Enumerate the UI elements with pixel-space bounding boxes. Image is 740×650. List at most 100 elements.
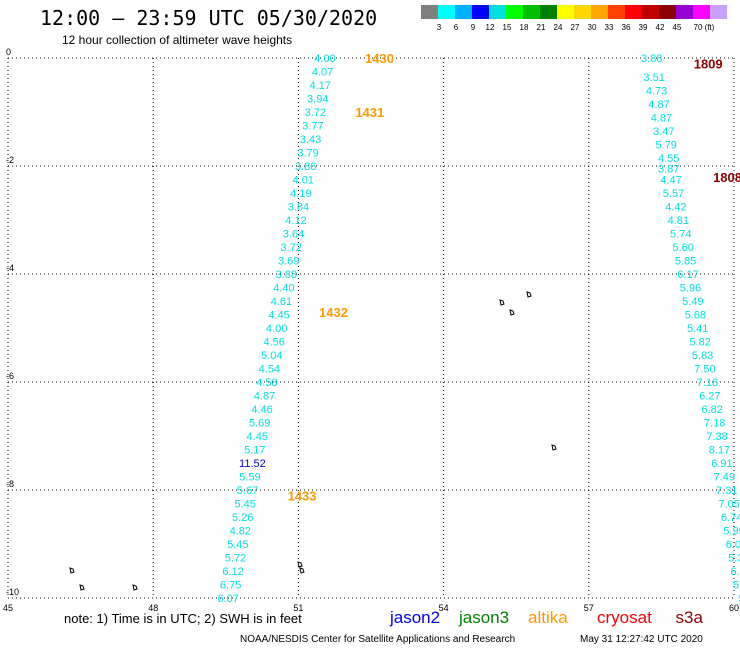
scale-label: 70 (ft) — [693, 23, 715, 32]
scale-label: 39 — [638, 23, 648, 32]
scale-label: 3 — [436, 23, 442, 32]
wave-height-value: 4.87 — [254, 391, 275, 403]
scale-swatch — [489, 5, 506, 19]
scale-label: 33 — [604, 23, 614, 32]
scale-label: 27 — [570, 23, 580, 32]
island-outline — [299, 567, 305, 574]
scale-swatch — [676, 5, 693, 19]
wave-height-value: 5.68 — [685, 310, 706, 322]
wave-height-value: 5.57 — [663, 188, 684, 200]
y-tick-label: 0 — [6, 47, 11, 57]
wave-height-value: 7.16 — [697, 377, 718, 389]
wave-height-value: 3.69 — [278, 256, 299, 268]
scale-swatch — [574, 5, 591, 19]
scale-label: 12 — [485, 23, 495, 32]
scale-swatch — [540, 5, 557, 19]
y-tick-label: -6 — [6, 371, 14, 381]
scale-swatch — [523, 5, 540, 19]
credit-line: NOAA/NESDIS Center for Satellite Applica… — [240, 634, 516, 645]
wave-height-value: 4.56 — [263, 337, 284, 349]
wave-height-value: 5.45 — [227, 539, 248, 551]
wave-height-value: 7.38 — [706, 431, 727, 443]
scale-swatch — [693, 5, 710, 19]
scale-swatch — [710, 5, 727, 19]
wave-height-value: 6.17 — [677, 269, 698, 281]
wave-height-value: 4.01 — [293, 175, 314, 187]
wave-height-value: 3.87 — [658, 164, 679, 176]
x-tick-label: 60 — [729, 603, 739, 613]
wave-height-value: 3.64 — [283, 229, 304, 241]
wave-height-value: 4.73 — [646, 85, 667, 97]
x-tick-label: 45 — [3, 603, 13, 613]
wave-height-value: 4.87 — [648, 99, 669, 111]
scale-swatch — [642, 5, 659, 19]
wave-height-value: 4.12 — [285, 215, 306, 227]
island-outline — [499, 299, 505, 306]
satellite-jason3: jason3 — [459, 608, 510, 627]
wave-height-value: 3.94 — [307, 94, 328, 106]
scale-label: 21 — [536, 23, 546, 32]
wave-height-value: 3.47 — [653, 126, 674, 138]
wave-height-value: 3.84 — [288, 202, 309, 214]
scale-swatch — [438, 5, 455, 19]
scale-label: 9 — [470, 23, 476, 32]
y-tick-label: -10 — [6, 587, 19, 597]
wave-height-value: 6.07 — [218, 593, 239, 605]
wave-height-value: 4.55 — [658, 153, 679, 165]
wave-height-value: 5.82 — [689, 337, 710, 349]
track-time-label: 1808 — [713, 170, 740, 185]
x-tick-label: 48 — [148, 603, 158, 613]
wave-height-value: 11.52 — [239, 458, 266, 470]
wave-height-value: 5.85 — [675, 256, 696, 268]
scale-swatch — [472, 5, 489, 19]
wave-height-value: 4.19 — [290, 188, 311, 200]
scale-label: 18 — [519, 23, 529, 32]
wave-height-value: 4.00 — [314, 53, 335, 65]
island-outline — [79, 584, 85, 591]
wave-height-value: 5.99 — [723, 526, 740, 538]
scale-swatch — [608, 5, 625, 19]
map-title: 12:00 – 23:59 UTC 05/30/2020 — [40, 6, 378, 30]
track-time-label: 1430 — [365, 51, 394, 66]
wave-height-value: 4.61 — [271, 296, 292, 308]
wave-height-value: 5.67 — [237, 485, 258, 497]
wave-height-value: 3.88 — [641, 53, 662, 65]
scale-label: 30 — [587, 23, 597, 32]
wave-height-value: 4.40 — [273, 283, 294, 295]
wave-height-value: 3.79 — [297, 148, 318, 160]
wave-height-value: 6.27 — [699, 391, 720, 403]
wave-height-value: 7.31 — [716, 485, 737, 497]
wave-height-value: 6.01 — [726, 539, 740, 551]
scale-swatch — [455, 5, 472, 19]
wave-height-value: 4.82 — [230, 526, 251, 538]
wave-height-value: 5.9 — [738, 593, 740, 605]
wave-height-value: 5.04 — [261, 350, 282, 362]
wave-height-value: 6.12 — [222, 566, 243, 578]
scale-swatch — [421, 5, 438, 19]
wave-height-value: 4.45 — [268, 310, 289, 322]
wave-height-value: 5.79 — [656, 139, 677, 151]
scale-swatch — [591, 5, 608, 19]
x-tick-label: 54 — [439, 603, 449, 613]
wave-height-value: 5.69 — [249, 418, 270, 430]
island-outline — [132, 584, 138, 591]
legend-note: note: 1) Time is in UTC; 2) SWH is in fe… — [64, 611, 302, 626]
wave-height-value: 5.26 — [232, 512, 253, 524]
island-outline — [69, 567, 75, 574]
wave-height-value: 5.39 — [728, 553, 740, 565]
island-outline — [551, 444, 557, 451]
wave-height-value: 6.31 — [731, 566, 740, 578]
wave-height-value: 5.41 — [687, 323, 708, 335]
wave-height-value: 5.17 — [244, 445, 265, 457]
scale-label: 45 — [672, 23, 682, 32]
wave-height-value: 4.17 — [309, 80, 330, 92]
wave-height-value: 4.87 — [651, 112, 672, 124]
scale-label: 15 — [502, 23, 512, 32]
wave-height-value: 3.72 — [280, 242, 301, 254]
x-tick-label: 51 — [293, 603, 303, 613]
scale-swatch — [557, 5, 574, 19]
wave-height-value: 6.82 — [702, 404, 723, 416]
satellite-cryosat: cryosat — [597, 608, 652, 627]
track-time-label: 1433 — [288, 488, 317, 503]
